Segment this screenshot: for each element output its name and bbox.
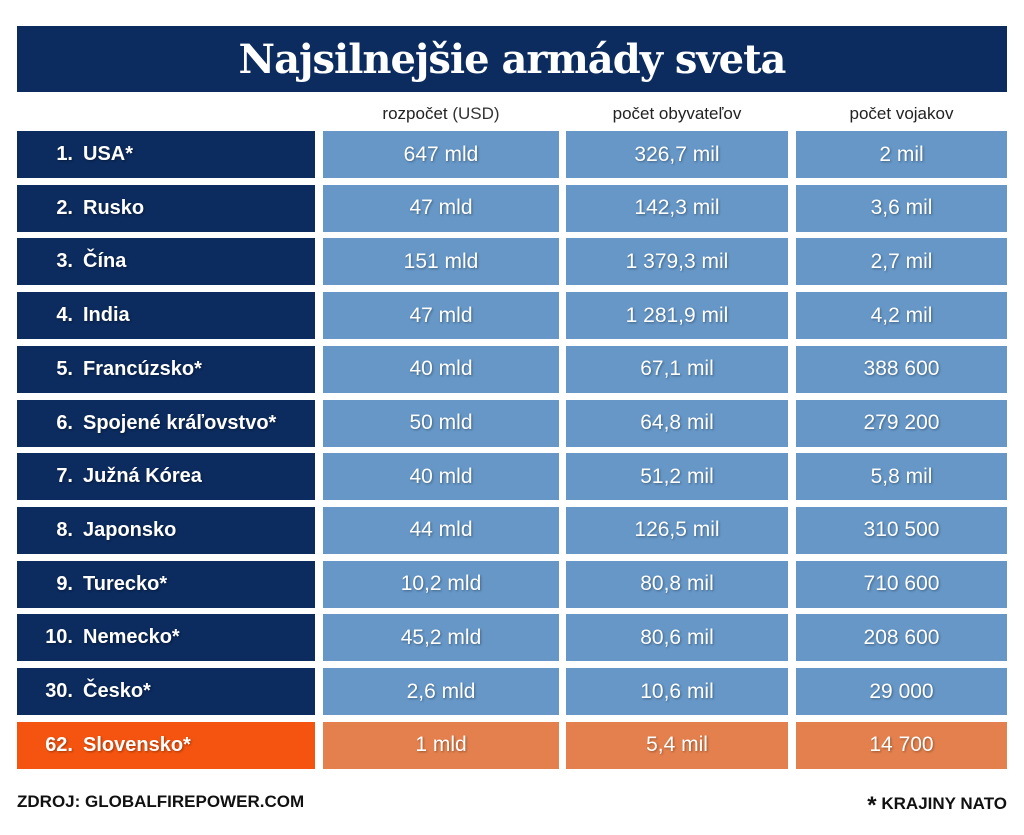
population-cell: 1 281,9 mil (566, 292, 788, 340)
budget-cell: 1 mld (323, 721, 559, 769)
country-cell: 6. Spojené kráľovstvo* (17, 399, 315, 447)
country-name: Turecko* (83, 572, 168, 595)
rank-label: 1. (56, 143, 73, 165)
soldiers-cell: 710 600 (796, 560, 1007, 608)
budget-cell: 647 mld (323, 131, 559, 178)
budget-cell: 47 mld (323, 184, 559, 232)
soldiers-cell: 3,6 mil (796, 184, 1007, 232)
table-row: 2. Rusko 47 mld 142,3 mil 3,6 mil (17, 184, 1007, 232)
table-row: 62. Slovensko* 1 mld 5,4 mil 14 700 (17, 721, 1007, 769)
population-cell: 51,2 mil (566, 453, 788, 501)
budget-cell: 50 mld (323, 399, 559, 447)
country-cell: 30. Česko* (17, 668, 315, 715)
country-name: Rusko (83, 196, 145, 219)
column-header-soldiers: počet vojakov (849, 104, 954, 123)
table-row: 1. USA* 647 mld 326,7 mil 2 mil (17, 131, 1007, 178)
population-cell: 126,5 mil (566, 506, 788, 554)
nato-note-text: KRAJINY NATO (881, 794, 1007, 813)
rank-label: 10. (45, 626, 73, 649)
budget-cell: 47 mld (323, 292, 559, 340)
country-name: Čína (83, 250, 127, 273)
rank-label: 2. (56, 196, 73, 219)
rank-label: 9. (56, 572, 73, 595)
country-name: USA* (83, 143, 134, 165)
table-row: 4. India 47 mld 1 281,9 mil 4,2 mil (17, 292, 1007, 340)
table-row: 9. Turecko* 10,2 mld 80,8 mil 710 600 (17, 560, 1007, 608)
country-cell: 8. Japonsko (17, 506, 315, 554)
rank-label: 8. (56, 518, 73, 541)
budget-cell: 40 mld (323, 453, 559, 501)
soldiers-cell: 2,7 mil (796, 238, 1007, 286)
table-row: 3. Čína 151 mld 1 379,3 mil 2,7 mil (17, 238, 1007, 286)
country-name: Spojené kráľovstvo* (83, 411, 277, 434)
rank-label: 7. (56, 465, 73, 488)
population-cell: 80,8 mil (566, 560, 788, 608)
country-cell: 3. Čína (17, 238, 315, 286)
soldiers-cell: 2 mil (796, 131, 1007, 178)
population-cell: 80,6 mil (566, 614, 788, 662)
budget-cell: 40 mld (323, 345, 559, 393)
soldiers-cell: 208 600 (796, 614, 1007, 662)
country-name: Japonsko (83, 518, 177, 541)
rank-label: 5. (56, 357, 73, 380)
table-row: 30. Česko* 2,6 mld 10,6 mil 29 000 (17, 668, 1007, 715)
population-cell: 1 379,3 mil (566, 238, 788, 286)
population-cell: 67,1 mil (566, 345, 788, 393)
rank-label: 4. (56, 304, 73, 327)
column-header-budget-label: rozpočet (382, 104, 448, 123)
table-row: 10. Nemecko* 45,2 mld 80,6 mil 208 600 (17, 614, 1007, 662)
nato-note: * KRAJINY NATO (867, 792, 1007, 820)
table-row: 6. Spojené kráľovstvo* 50 mld 64,8 mil 279 2… (17, 399, 1007, 447)
rank-label: 62. (45, 733, 73, 756)
budget-cell: 10,2 mld (323, 560, 559, 608)
soldiers-cell: 29 000 (796, 668, 1007, 715)
country-cell: 1. USA* (17, 131, 315, 178)
budget-cell: 45,2 mld (323, 614, 559, 662)
budget-cell: 151 mld (323, 238, 559, 286)
page-title: Najsilnejšie armády sveta (238, 35, 787, 83)
column-header-budget-unit: (USD) (452, 104, 500, 123)
budget-cell: 2,6 mld (323, 668, 559, 715)
country-name: Slovensko* (83, 733, 191, 756)
budget-cell: 44 mld (323, 506, 559, 554)
country-cell: 9. Turecko* (17, 560, 315, 608)
rank-label: 6. (56, 411, 73, 434)
country-cell: 4. India (17, 292, 315, 340)
soldiers-cell: 4,2 mil (796, 292, 1007, 340)
country-name: Južná Kórea (83, 465, 202, 488)
country-cell: 5. Francúzsko* (17, 345, 315, 393)
soldiers-cell: 279 200 (796, 399, 1007, 447)
population-cell: 5,4 mil (566, 721, 788, 769)
soldiers-cell: 5,8 mil (796, 453, 1007, 501)
soldiers-cell: 388 600 (796, 345, 1007, 393)
nato-star: * (867, 792, 877, 819)
table-row: 7. Južná Kórea 40 mld 51,2 mil 5,8 mil (17, 453, 1007, 501)
country-cell: 10. Nemecko* (17, 614, 315, 662)
soldiers-cell: 14 700 (796, 721, 1007, 769)
column-header-budget: rozpočet (USD) (323, 104, 559, 124)
title-banner: Najsilnejšie armády sveta (17, 26, 1007, 92)
country-name: India (83, 304, 130, 327)
population-cell: 326,7 mil (566, 131, 788, 178)
country-name: Česko* (83, 680, 151, 702)
table-row: 8. Japonsko 44 mld 126,5 mil 310 500 (17, 506, 1007, 554)
population-cell: 10,6 mil (566, 668, 788, 715)
soldiers-cell: 310 500 (796, 506, 1007, 554)
source-note: ZDROJ: GLOBALFIREPOWER.COM (17, 792, 305, 811)
country-cell: 2. Rusko (17, 184, 315, 232)
table-row: 5. Francúzsko* 40 mld 67,1 mil 388 600 (17, 345, 1007, 393)
country-name: Francúzsko* (83, 357, 202, 380)
rank-label: 30. (45, 680, 73, 702)
country-cell: 7. Južná Kórea (17, 453, 315, 501)
country-cell: 62. Slovensko* (17, 721, 315, 769)
population-cell: 64,8 mil (566, 399, 788, 447)
country-name: Nemecko* (83, 626, 180, 649)
rank-label: 3. (56, 250, 73, 273)
column-header-population: počet obyvateľov (612, 104, 742, 123)
population-cell: 142,3 mil (566, 184, 788, 232)
